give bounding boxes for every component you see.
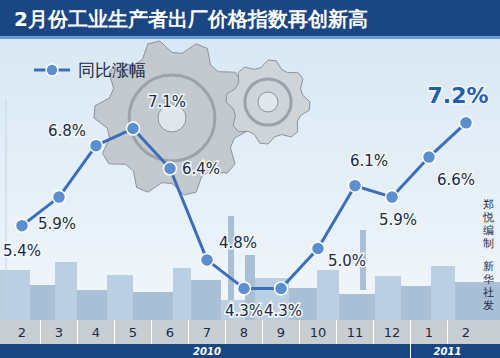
data-label: 5.0% — [328, 252, 366, 270]
x-tick — [447, 320, 448, 344]
x-tick — [225, 320, 226, 344]
legend: 同比涨幅 — [34, 60, 146, 80]
year-label: 2011 — [434, 346, 462, 357]
x-tick-label: 9 — [277, 325, 285, 340]
x-tick-label: 1 — [425, 325, 433, 340]
gear — [226, 60, 310, 144]
data-label: 4.3% — [225, 302, 263, 320]
point-marker — [16, 219, 29, 232]
x-tick-label: 2 — [18, 325, 26, 340]
credit-char: 华 — [483, 273, 494, 286]
credit-char: 新 — [483, 260, 494, 273]
credit: 新华社发 — [483, 260, 494, 312]
credit-char: 发 — [483, 299, 494, 312]
year-label: 2010 — [193, 346, 221, 357]
data-label: 4.8% — [219, 234, 257, 252]
building — [30, 285, 55, 320]
x-tick — [151, 320, 152, 344]
building — [55, 262, 77, 320]
credit-char: 悦 — [482, 211, 494, 224]
credit: 郑悦编制 — [482, 198, 494, 250]
data-label: 7.2% — [427, 83, 488, 108]
building — [133, 292, 173, 320]
plot-area — [16, 116, 473, 295]
point-marker — [90, 139, 103, 152]
point-marker — [460, 116, 473, 129]
legend-marker — [46, 64, 58, 76]
building — [431, 266, 455, 320]
x-tick-label: 10 — [310, 325, 327, 340]
building — [191, 280, 221, 320]
credit-char: 郑 — [483, 198, 494, 211]
data-label: 5.9% — [379, 211, 417, 229]
x-tick-label: 2 — [462, 325, 470, 340]
data-label: 6.6% — [437, 171, 475, 189]
x-tick-label: 12 — [384, 325, 401, 340]
x-tick — [114, 320, 115, 344]
year-divider — [410, 344, 411, 358]
year-strip — [0, 344, 500, 358]
building — [339, 294, 375, 320]
building — [401, 286, 431, 320]
credit-char: 社 — [483, 286, 494, 299]
background — [0, 0, 500, 358]
data-label: 5.9% — [38, 215, 76, 233]
x-tick — [336, 320, 337, 344]
data-label: 6.4% — [182, 160, 220, 178]
x-tick-label: 7 — [203, 325, 211, 340]
credit-char: 制 — [483, 237, 494, 250]
x-tick — [410, 320, 411, 344]
x-axis-band — [0, 320, 500, 344]
building — [317, 270, 339, 320]
x-tick — [40, 320, 41, 344]
building — [77, 290, 107, 320]
building — [375, 276, 401, 320]
point-marker — [127, 122, 140, 135]
building — [107, 275, 133, 320]
gear-ring — [245, 79, 291, 125]
point-marker — [423, 151, 436, 164]
point-marker — [386, 191, 399, 204]
building — [0, 270, 30, 320]
x-tick-label: 6 — [166, 325, 174, 340]
point-marker — [349, 179, 362, 192]
data-label: 7.1% — [148, 93, 186, 111]
point-marker — [238, 282, 251, 295]
title: 2月份工业生产者出厂价格指数再创新高 — [14, 7, 368, 31]
series-line — [22, 123, 466, 289]
title-band — [0, 0, 500, 36]
data-label: 5.4% — [3, 242, 41, 260]
y-axis-line — [6, 100, 7, 317]
skyline-decoration — [0, 216, 500, 320]
x-tick-label: 8 — [240, 325, 248, 340]
x-tick-label: 4 — [92, 325, 100, 340]
point-marker — [164, 162, 177, 175]
data-label: 6.8% — [48, 122, 86, 140]
building — [455, 282, 500, 320]
legend-label: 同比涨幅 — [78, 60, 146, 80]
data-label: 4.3% — [264, 302, 302, 320]
title-rule — [0, 36, 500, 39]
x-tick-label: 5 — [129, 325, 137, 340]
point-marker — [312, 242, 325, 255]
point-marker — [53, 191, 66, 204]
credit-char: 编 — [483, 224, 494, 237]
point-marker — [201, 253, 214, 266]
gear-decoration — [226, 60, 310, 144]
point-marker — [275, 282, 288, 295]
x-tick — [77, 320, 78, 344]
x-tick-label: 11 — [347, 325, 364, 340]
x-tick — [299, 320, 300, 344]
x-tick-label: 3 — [55, 325, 63, 340]
gear-ring — [129, 75, 215, 161]
gear-hole — [258, 92, 278, 112]
building — [173, 268, 191, 320]
x-tick — [188, 320, 189, 344]
x-tick — [373, 320, 374, 344]
x-tick — [262, 320, 263, 344]
data-label: 6.1% — [350, 152, 388, 170]
chimney — [228, 216, 234, 300]
